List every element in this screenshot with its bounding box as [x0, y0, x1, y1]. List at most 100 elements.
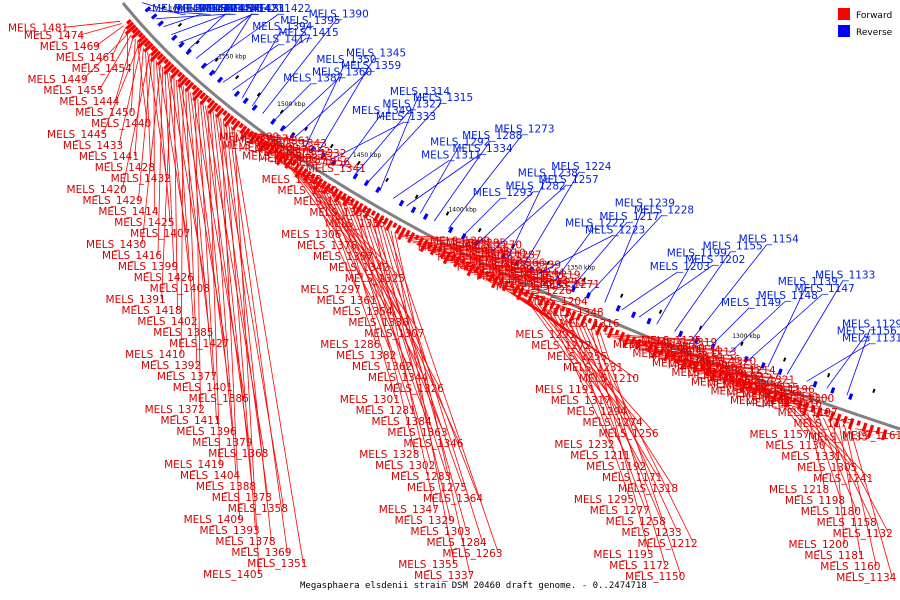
- forward-feature: [349, 197, 356, 204]
- forward-feature: [163, 63, 175, 76]
- forward-gene-label: MELS_1297: [301, 284, 361, 296]
- forward-callout-line: [849, 426, 893, 578]
- forward-callout-line: [267, 153, 330, 160]
- forward-callout-line: [197, 98, 217, 421]
- forward-callout-line: [776, 400, 850, 424]
- reverse-feature: [777, 368, 783, 376]
- forward-feature: [230, 117, 238, 126]
- misc-feature: [161, 5, 166, 10]
- reverse-callout-line: [241, 31, 281, 99]
- forward-gene-label: MELS_1371: [274, 154, 334, 166]
- forward-feature: [549, 301, 556, 310]
- reverse-feature: [208, 69, 216, 77]
- forward-feature: [602, 324, 609, 333]
- misc-feature: [304, 126, 309, 132]
- forward-gene-label: MELS_1389: [219, 132, 279, 144]
- forward-feature: [177, 76, 189, 89]
- forward-gene-label: MELS_1306: [281, 229, 341, 241]
- forward-gene-label: MELS_1226: [512, 285, 572, 297]
- forward-feature: [149, 47, 159, 57]
- forward-feature: [191, 84, 198, 91]
- forward-gene-label: MELS_1277: [590, 505, 650, 517]
- reverse-feature: [398, 199, 405, 207]
- reverse-feature: [677, 330, 684, 338]
- forward-callout-line: [291, 169, 338, 235]
- forward-callout-line: [663, 358, 724, 365]
- forward-callout-line: [362, 214, 448, 477]
- reverse-gene-label: MELS_1327: [382, 99, 442, 111]
- forward-gene-label: MELS_1233: [622, 527, 682, 539]
- reverse-callout-line: [522, 171, 580, 267]
- reverse-callout-line: [477, 191, 534, 244]
- forward-gene-label: MELS_1283: [391, 471, 451, 483]
- forward-feature: [291, 160, 297, 167]
- reverse-feature: [422, 213, 429, 220]
- forward-callout-line: [489, 281, 568, 291]
- reverse-gene-label: MELS_1156: [837, 325, 897, 337]
- forward-gene-label: MELS_1416: [102, 250, 162, 262]
- forward-callout-line: [253, 142, 311, 150]
- reverse-feature: [178, 41, 185, 49]
- forward-feature: [199, 94, 210, 106]
- forward-callout-line: [860, 430, 865, 437]
- misc-feature: [620, 293, 624, 298]
- misc-feature: [582, 277, 586, 282]
- forward-feature: [363, 207, 372, 219]
- reverse-gene-label: MELS_1424: [197, 3, 257, 15]
- forward-gene-label: MELS_1218: [769, 484, 829, 496]
- forward-gene-label: MELS_1291: [515, 329, 575, 341]
- misc-feature: [195, 40, 200, 45]
- forward-gene-label: MELS_1236: [723, 380, 783, 392]
- forward-gene-label: MELS_1212: [637, 538, 697, 550]
- label-layer: MELS_1481MELS_1474MELS_1469MELS_1461MELS…: [8, 2, 900, 584]
- reverse-gene-label: MELS_1154: [739, 234, 799, 246]
- forward-gene-label: MELS_1449: [28, 74, 88, 86]
- forward-callout-line: [220, 117, 241, 520]
- forward-callout-line: [161, 75, 173, 300]
- forward-gene-label: MELS_1426: [134, 272, 194, 284]
- reverse-callout-line: [366, 102, 442, 184]
- forward-callout-line: [604, 333, 698, 341]
- reverse-callout-line: [571, 221, 628, 289]
- forward-callout-line: [83, 31, 130, 80]
- reverse-feature: [760, 362, 766, 369]
- forward-callout-line: [442, 258, 557, 265]
- forward-callout-line: [599, 331, 682, 577]
- forward-feature: [207, 102, 219, 115]
- forward-feature: [591, 320, 598, 330]
- forward-callout-line: [654, 354, 753, 362]
- forward-callout-line: [450, 261, 529, 269]
- forward-feature: [240, 127, 251, 141]
- forward-callout-line: [134, 47, 144, 157]
- forward-callout-line: [530, 301, 608, 401]
- reverse-gene-label: MELS_1222: [565, 218, 625, 230]
- forward-feature: [163, 58, 170, 65]
- forward-callout-line: [276, 159, 318, 180]
- forward-callout-line: [687, 367, 744, 375]
- forward-callout-line: [807, 412, 826, 490]
- forward-callout-line: [796, 408, 854, 468]
- forward-feature: [206, 97, 213, 104]
- reverse-feature: [216, 76, 224, 84]
- forward-feature: [875, 426, 881, 435]
- forward-feature: [568, 310, 577, 324]
- reverse-callout-line: [621, 271, 679, 311]
- forward-feature: [333, 190, 344, 204]
- forward-gene-label: MELS_1445: [47, 129, 107, 141]
- forward-callout-line: [345, 204, 428, 422]
- reverse-gene-label: MELS_1333: [376, 111, 436, 123]
- reverse-callout-line: [156, 13, 231, 20]
- forward-gene-label: MELS_1378: [215, 536, 275, 548]
- forward-callout-line: [473, 273, 565, 281]
- forward-callout-line: [242, 134, 307, 142]
- forward-feature: [184, 79, 192, 87]
- forward-callout-line: [771, 399, 834, 413]
- forward-callout-line: [420, 246, 522, 253]
- legend-reverse-label: Reverse: [856, 28, 893, 38]
- forward-gene-label: MELS_1430: [86, 239, 146, 251]
- misc-feature: [356, 160, 361, 166]
- forward-callout-line: [568, 318, 631, 500]
- reverse-feature: [570, 285, 577, 293]
- forward-feature: [880, 429, 888, 441]
- forward-feature: [373, 212, 381, 222]
